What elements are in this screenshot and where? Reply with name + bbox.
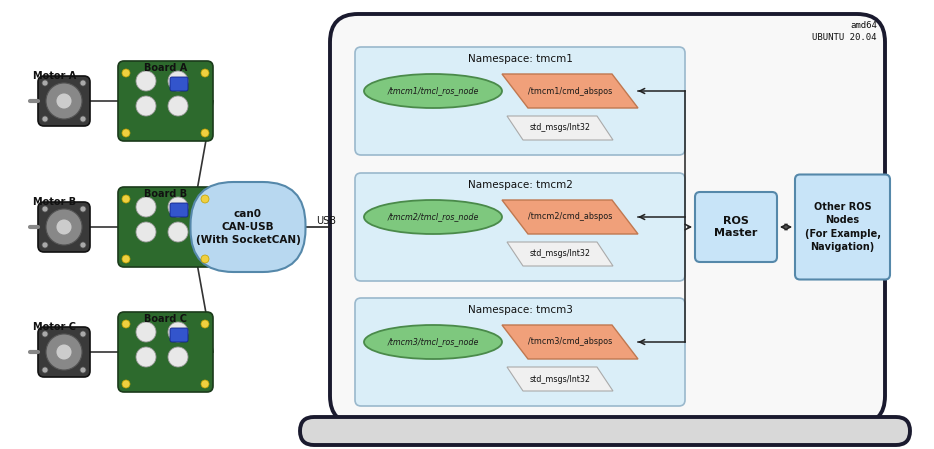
Circle shape (80, 331, 86, 337)
Polygon shape (507, 116, 613, 140)
Text: /tmcm1/cmd_abspos: /tmcm1/cmd_abspos (528, 87, 612, 96)
Text: Board A: Board A (144, 63, 187, 73)
Text: can0
CAN-USB
(With SocketCAN): can0 CAN-USB (With SocketCAN) (195, 209, 301, 245)
Circle shape (168, 347, 188, 367)
FancyBboxPatch shape (118, 61, 213, 141)
Circle shape (42, 367, 48, 373)
Circle shape (201, 129, 209, 137)
Circle shape (80, 206, 86, 212)
Circle shape (46, 83, 82, 119)
Circle shape (136, 71, 156, 91)
Text: /tmcm2/cmd_abspos: /tmcm2/cmd_abspos (528, 212, 612, 221)
Ellipse shape (364, 200, 502, 234)
Circle shape (168, 322, 188, 342)
Text: Namespace: tmcm2: Namespace: tmcm2 (468, 180, 573, 190)
Circle shape (136, 347, 156, 367)
Circle shape (42, 331, 48, 337)
Circle shape (80, 80, 86, 86)
Circle shape (136, 96, 156, 116)
FancyBboxPatch shape (795, 175, 890, 279)
Polygon shape (502, 325, 638, 359)
Circle shape (168, 197, 188, 217)
Circle shape (122, 380, 130, 388)
Text: Motor B: Motor B (33, 197, 77, 207)
Circle shape (80, 116, 86, 122)
Circle shape (42, 116, 48, 122)
Ellipse shape (364, 74, 502, 108)
Circle shape (168, 96, 188, 116)
Text: USB: USB (316, 216, 336, 226)
Circle shape (201, 255, 209, 263)
Text: Motor C: Motor C (33, 322, 76, 332)
Circle shape (80, 242, 86, 248)
Text: std_msgs/Int32: std_msgs/Int32 (530, 374, 590, 383)
FancyBboxPatch shape (38, 76, 90, 126)
Text: std_msgs/Int32: std_msgs/Int32 (530, 250, 590, 259)
FancyBboxPatch shape (330, 14, 885, 424)
Circle shape (42, 80, 48, 86)
FancyBboxPatch shape (695, 192, 777, 262)
FancyBboxPatch shape (118, 187, 213, 267)
Circle shape (80, 367, 86, 373)
Circle shape (201, 195, 209, 203)
Polygon shape (507, 367, 613, 391)
Circle shape (168, 222, 188, 242)
Circle shape (122, 69, 130, 77)
Text: std_msgs/Int32: std_msgs/Int32 (530, 123, 590, 132)
Circle shape (136, 322, 156, 342)
Polygon shape (502, 74, 638, 108)
Text: Other ROS
Nodes
(For Example,
Navigation): Other ROS Nodes (For Example, Navigation… (804, 202, 881, 252)
Circle shape (122, 195, 130, 203)
Circle shape (56, 344, 72, 360)
Circle shape (201, 380, 209, 388)
Polygon shape (502, 200, 638, 234)
Text: Board C: Board C (144, 314, 187, 324)
Circle shape (168, 71, 188, 91)
Circle shape (56, 93, 72, 109)
FancyBboxPatch shape (38, 327, 90, 377)
FancyBboxPatch shape (355, 173, 685, 281)
Circle shape (46, 209, 82, 245)
FancyBboxPatch shape (170, 77, 188, 91)
Circle shape (122, 320, 130, 328)
Text: Board B: Board B (144, 189, 187, 199)
FancyBboxPatch shape (355, 47, 685, 155)
FancyBboxPatch shape (170, 203, 188, 217)
Text: ROS
Master: ROS Master (715, 216, 757, 238)
Text: Namespace: tmcm3: Namespace: tmcm3 (468, 305, 573, 315)
Text: amd64
UBUNTU 20.04: amd64 UBUNTU 20.04 (813, 21, 877, 42)
Circle shape (136, 222, 156, 242)
Circle shape (46, 334, 82, 370)
Circle shape (56, 219, 72, 235)
Circle shape (42, 242, 48, 248)
Circle shape (201, 69, 209, 77)
Text: /tmcm2/tmcl_ros_node: /tmcm2/tmcl_ros_node (388, 212, 479, 221)
FancyBboxPatch shape (170, 328, 188, 342)
Text: /tmcm3/tmcl_ros_node: /tmcm3/tmcl_ros_node (388, 338, 479, 347)
Text: Motor A: Motor A (33, 71, 77, 81)
Circle shape (122, 255, 130, 263)
Text: /tmcm3/cmd_abspos: /tmcm3/cmd_abspos (528, 338, 612, 347)
Polygon shape (507, 242, 613, 266)
Text: /tmcm1/tmcl_ros_node: /tmcm1/tmcl_ros_node (388, 87, 479, 96)
Circle shape (201, 320, 209, 328)
Text: Namespace: tmcm1: Namespace: tmcm1 (468, 54, 573, 64)
FancyBboxPatch shape (355, 298, 685, 406)
Ellipse shape (364, 325, 502, 359)
FancyBboxPatch shape (118, 312, 213, 392)
FancyBboxPatch shape (38, 202, 90, 252)
FancyBboxPatch shape (300, 417, 910, 445)
FancyBboxPatch shape (191, 182, 305, 272)
Circle shape (136, 197, 156, 217)
Circle shape (122, 129, 130, 137)
Circle shape (42, 206, 48, 212)
